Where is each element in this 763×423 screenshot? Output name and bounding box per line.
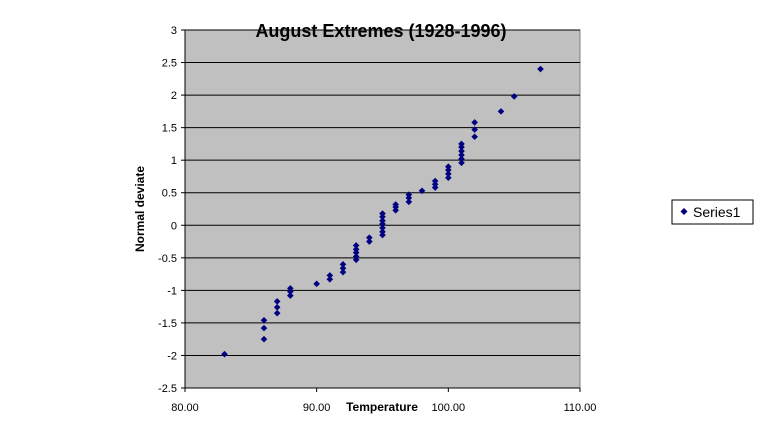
y-tick-label: 0.5	[162, 188, 177, 200]
y-tick-label: -1	[167, 285, 177, 297]
data-point	[405, 191, 413, 198]
data-points	[221, 65, 544, 358]
y-tick-label: -0.5	[158, 253, 177, 265]
data-point	[379, 217, 386, 225]
data-point	[510, 93, 518, 100]
data-point	[431, 177, 439, 185]
data-point	[326, 275, 334, 283]
data-point	[326, 272, 334, 279]
data-point	[458, 155, 465, 163]
y-tick-label: 2	[171, 90, 177, 102]
data-point	[260, 335, 268, 343]
legend: Series1	[671, 199, 754, 225]
data-point	[260, 324, 268, 332]
data-point	[379, 224, 386, 232]
y-tick-label: -2	[167, 350, 177, 362]
data-point	[260, 317, 268, 324]
x-tick-label: 110.00	[564, 402, 597, 414]
data-point	[445, 163, 452, 170]
y-axis-ticks: -2.5 -2 -1.5 -1 -0.5 0 0.5 1 1.5 2 2.5 3	[158, 25, 185, 395]
y-tick-label: 3	[171, 25, 177, 37]
x-axis-ticks: 80.00 90.00 100.00 110.00	[171, 388, 596, 414]
data-point	[366, 238, 373, 245]
data-point	[287, 292, 294, 299]
data-point	[497, 108, 505, 115]
data-point	[352, 253, 360, 260]
plot-area	[184, 29, 581, 389]
y-tick-label: 1	[171, 155, 177, 167]
legend-marker-icon	[680, 208, 688, 215]
data-point	[418, 187, 426, 195]
data-point	[458, 147, 465, 155]
data-point	[339, 268, 347, 276]
data-point	[458, 140, 465, 148]
y-tick-label: -2.5	[158, 383, 177, 395]
y-tick-label: 2.5	[162, 58, 177, 70]
data-point	[471, 126, 478, 133]
chart-title: August Extremes (1928-1996)	[255, 21, 506, 41]
data-point	[221, 350, 228, 358]
y-axis-title: Normal deviate	[133, 166, 147, 252]
data-point	[392, 201, 399, 208]
y-tick-label: 1.5	[162, 123, 177, 135]
data-point	[471, 133, 478, 141]
x-tick-label: 100.00	[432, 402, 466, 414]
x-tick-label: 90.00	[303, 402, 331, 414]
data-point	[458, 151, 465, 159]
data-point	[287, 285, 294, 292]
data-point	[339, 264, 347, 272]
data-point	[366, 234, 373, 241]
y-tick-label: -1.5	[158, 318, 177, 330]
data-point	[471, 119, 478, 126]
data-point	[445, 170, 452, 178]
data-point	[273, 298, 281, 305]
data-point	[313, 280, 320, 288]
data-point	[445, 174, 452, 182]
data-point	[405, 198, 413, 206]
data-point	[352, 246, 360, 253]
y-tick-label: 0	[171, 220, 177, 232]
data-point	[458, 159, 465, 167]
x-axis-title: Temperature	[346, 400, 418, 414]
data-point	[273, 303, 281, 311]
x-tick-label: 80.00	[171, 402, 199, 414]
data-point	[273, 309, 281, 317]
data-point	[379, 228, 386, 236]
data-point	[379, 210, 386, 217]
data-point	[339, 261, 347, 268]
data-point	[352, 242, 360, 249]
data-point	[537, 65, 544, 73]
legend-label-series1: Series1	[693, 204, 741, 220]
